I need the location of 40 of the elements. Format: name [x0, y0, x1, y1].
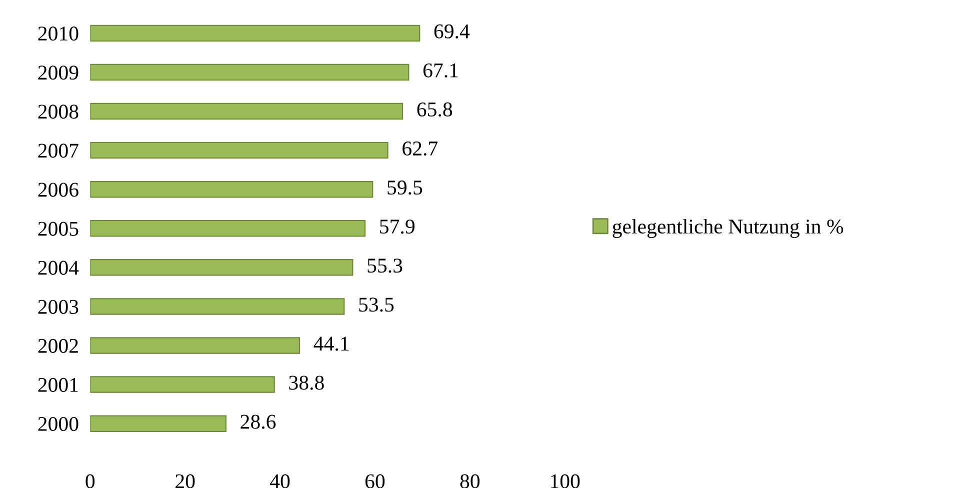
x-tick-label: 40: [270, 474, 290, 488]
data-label: 44.1: [314, 336, 349, 351]
data-label: 53.5: [359, 298, 394, 312]
x-tick-label: 80: [460, 474, 480, 488]
x-tick-label: 0: [86, 474, 95, 488]
y-tick-label: 2006: [38, 182, 78, 197]
y-tick-label: 2008: [38, 104, 78, 119]
data-label: 62.7: [402, 142, 438, 156]
bar: [90, 64, 410, 81]
data-label: 65.8: [417, 102, 452, 117]
bar: [90, 24, 420, 42]
y-tick-label: 2010: [38, 26, 78, 41]
bar: [90, 337, 300, 354]
bar: [90, 298, 345, 315]
y-tick-label: 2009: [38, 66, 78, 80]
data-label: 28.6: [240, 414, 276, 429]
x-tick-label: 20: [176, 474, 195, 488]
data-label: 38.8: [289, 376, 324, 390]
y-tick-label: 2005: [38, 222, 78, 236]
legend-label: gelegentliche Nutzung in %: [612, 218, 844, 238]
y-tick-label: 2000: [38, 416, 78, 432]
y-tick-label: 2007: [38, 144, 78, 158]
data-label: 57.9: [380, 220, 414, 234]
bar: [90, 259, 354, 276]
data-label: 67.1: [423, 63, 458, 78]
y-tick-label: 2004: [38, 260, 79, 275]
y-tick-label: 2003: [38, 300, 78, 314]
y-tick-label: 2001: [38, 378, 78, 392]
data-label: 59.5: [388, 180, 422, 195]
y-tick-label: 2002: [38, 338, 78, 353]
bar: [90, 376, 275, 393]
x-tick-label: 60: [365, 474, 385, 488]
bar: [90, 415, 226, 432]
data-label: 69.4: [434, 24, 470, 38]
data-label: 55.3: [368, 258, 402, 273]
bar: [90, 102, 404, 120]
x-tick-label: 100: [551, 474, 580, 488]
bar: [90, 142, 388, 159]
bar: [90, 220, 366, 237]
bar: [90, 180, 374, 198]
